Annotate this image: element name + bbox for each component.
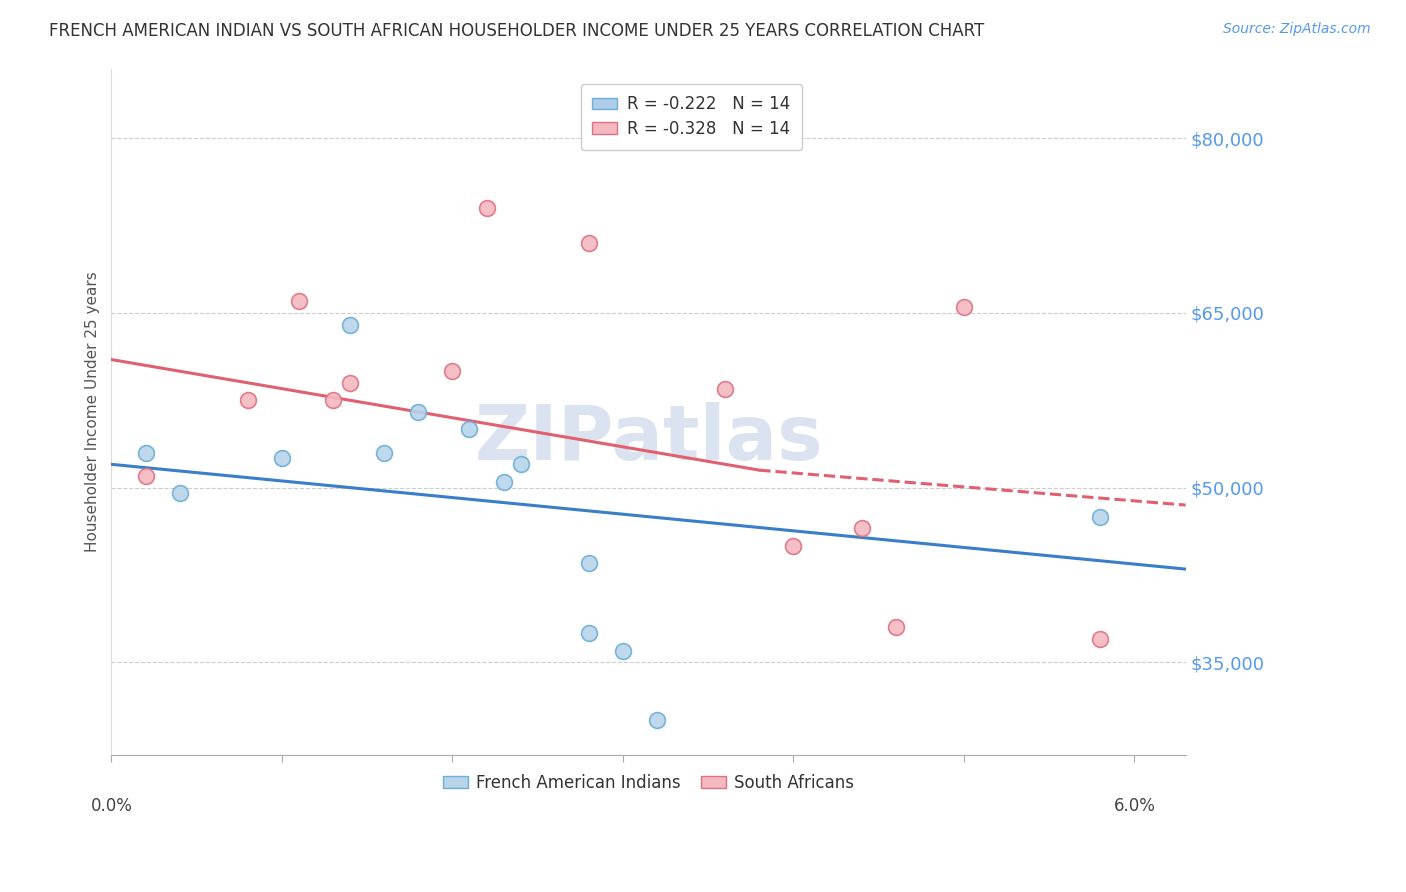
Point [408,405,430,419]
Point [1090,632,1112,646]
Point [578,236,600,251]
Point [578,556,600,570]
Point [1090,509,1112,524]
Point [953,300,976,314]
Point [509,458,531,472]
Point [236,393,259,408]
Text: 6.0%: 6.0% [1114,797,1156,814]
Point [612,643,634,657]
Legend: French American Indians, South Africans: French American Indians, South Africans [436,767,860,798]
Text: FRENCH AMERICAN INDIAN VS SOUTH AFRICAN HOUSEHOLDER INCOME UNDER 25 YEARS CORREL: FRENCH AMERICAN INDIAN VS SOUTH AFRICAN … [49,22,984,40]
Point [134,469,156,483]
Point [475,201,498,215]
Point [782,539,804,553]
Point [884,620,907,634]
Point [288,294,311,309]
Point [714,382,737,396]
Point [851,521,873,535]
Text: Source: ZipAtlas.com: Source: ZipAtlas.com [1223,22,1371,37]
Point [339,318,361,332]
Point [645,714,668,728]
Point [578,626,600,640]
Point [339,376,361,390]
Text: ZIPatlas: ZIPatlas [474,402,823,476]
Point [458,422,481,436]
Point [373,445,395,459]
Point [134,445,156,459]
Point [492,475,515,489]
Point [322,393,344,408]
Point [169,486,191,500]
Y-axis label: Householder Income Under 25 years: Householder Income Under 25 years [86,271,100,552]
Text: 0.0%: 0.0% [90,797,132,814]
Point [271,451,294,466]
Point [441,364,464,378]
